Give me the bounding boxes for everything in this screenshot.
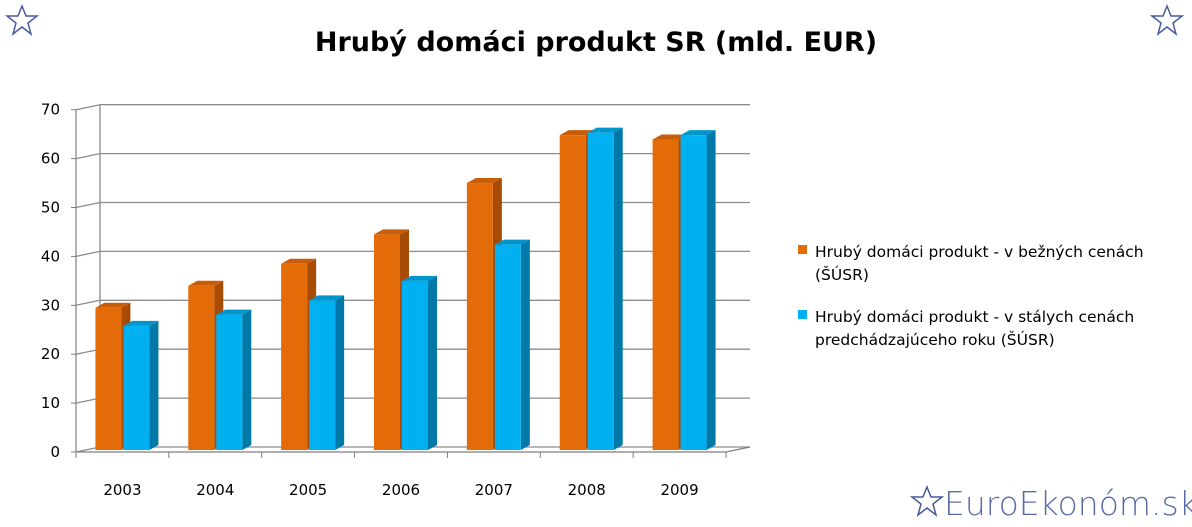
bar-top — [188, 280, 224, 286]
bar-front — [587, 132, 614, 451]
bar-front — [559, 135, 586, 451]
bar-front — [374, 234, 400, 450]
bar-side — [428, 275, 437, 450]
x-tick-label: 2005 — [289, 481, 327, 499]
y-tick-label: 40 — [41, 247, 60, 265]
legend-label-current-prices-line1: Hrubý domáci produkt - v bežných cenách — [815, 243, 1144, 261]
x-tick-label: 2007 — [475, 481, 513, 499]
y-tick-label: 30 — [41, 296, 60, 314]
star-icon-left — [4, 3, 40, 36]
bar-top — [466, 178, 502, 184]
bar-side — [149, 320, 159, 450]
legend-item-current-prices: Hrubý domáci produkt - v bežných cenách … — [798, 243, 1144, 284]
bar-2003-series-2 — [123, 320, 159, 450]
bar-front — [652, 139, 679, 451]
bar-2009-series-2 — [680, 130, 716, 451]
bar-top — [587, 127, 623, 133]
x-tick-label: 2006 — [382, 481, 420, 499]
gridline-side — [75, 201, 101, 209]
x-tick-label: 2008 — [568, 481, 606, 499]
legend-swatch-constant-prices — [798, 310, 807, 319]
bar-top — [494, 239, 530, 245]
y-tick-label: 0 — [50, 443, 60, 461]
bar-top — [216, 309, 252, 315]
floor-right-edge — [725, 446, 751, 453]
bar-top — [559, 130, 595, 136]
bar-front — [494, 244, 521, 450]
bar-top — [281, 258, 317, 264]
brand-logo: EuroEkonóm.sk — [909, 484, 1192, 523]
bar-front — [216, 314, 243, 450]
legend-label-constant-prices-line1: Hrubý domáci produkt - v stálych cenách — [815, 308, 1134, 326]
bar-side — [520, 239, 530, 450]
legend-swatch-current-prices — [798, 245, 807, 254]
bar-2008-series-2 — [587, 127, 623, 451]
legend: Hrubý domáci produkt - v bežných cenách … — [798, 243, 1144, 349]
bar-side — [613, 127, 623, 451]
bar-top — [374, 229, 409, 235]
bar-top — [652, 134, 688, 140]
x-tick-label: 2004 — [196, 481, 234, 499]
bar-side — [242, 309, 252, 450]
bar-top — [402, 275, 437, 281]
bar-front — [466, 183, 493, 451]
x-tick-label: 2009 — [660, 481, 698, 499]
bar-front — [95, 307, 122, 450]
bar-top — [95, 302, 131, 308]
bar-side — [335, 295, 345, 450]
gridline-side — [75, 104, 101, 111]
legend-label-constant-prices-line2: predchádzajúceho roku (ŠÚSR) — [815, 330, 1055, 349]
star-icon-right — [1149, 3, 1185, 36]
x-tick-label: 2003 — [103, 481, 141, 499]
brand-name: EuroEkonóm.sk — [944, 484, 1192, 523]
bar-front — [402, 280, 428, 450]
brand-star-icon — [909, 484, 945, 517]
bar-2005-series-2 — [309, 295, 345, 450]
bar-front — [188, 285, 215, 450]
chart-title: Hrubý domáci produkt SR (mld. EUR) — [315, 27, 877, 58]
y-tick-label: 10 — [41, 394, 60, 412]
bar-top — [309, 295, 345, 301]
y-axis-ticks: 0 10 20 30 40 50 60 70 — [41, 101, 60, 461]
bar-top — [680, 130, 716, 136]
bar-2007-series-2 — [494, 239, 530, 450]
gridline-side — [75, 299, 101, 306]
gridline-side — [75, 152, 101, 160]
bars — [95, 127, 716, 451]
y-tick-label: 60 — [41, 150, 60, 168]
bar-front — [680, 135, 707, 451]
gridline-side — [75, 250, 101, 258]
bar-2006-series-2 — [402, 275, 437, 450]
y-tick-label: 50 — [41, 199, 60, 217]
bar-top — [123, 320, 159, 326]
y-tick-label: 20 — [41, 345, 60, 363]
legend-label-current-prices-line2: (ŠÚSR) — [815, 265, 869, 284]
bar-front — [281, 263, 308, 450]
bar-front — [123, 325, 150, 450]
bar-front — [309, 300, 336, 450]
legend-item-constant-prices: Hrubý domáci produkt - v stálych cenách … — [798, 308, 1134, 349]
y-tick-label: 70 — [41, 101, 60, 119]
x-axis-ticks: 2003 2004 2005 2006 2007 2008 2009 — [75, 452, 727, 499]
bar-2004-series-2 — [216, 309, 252, 450]
bar-side — [706, 130, 716, 451]
